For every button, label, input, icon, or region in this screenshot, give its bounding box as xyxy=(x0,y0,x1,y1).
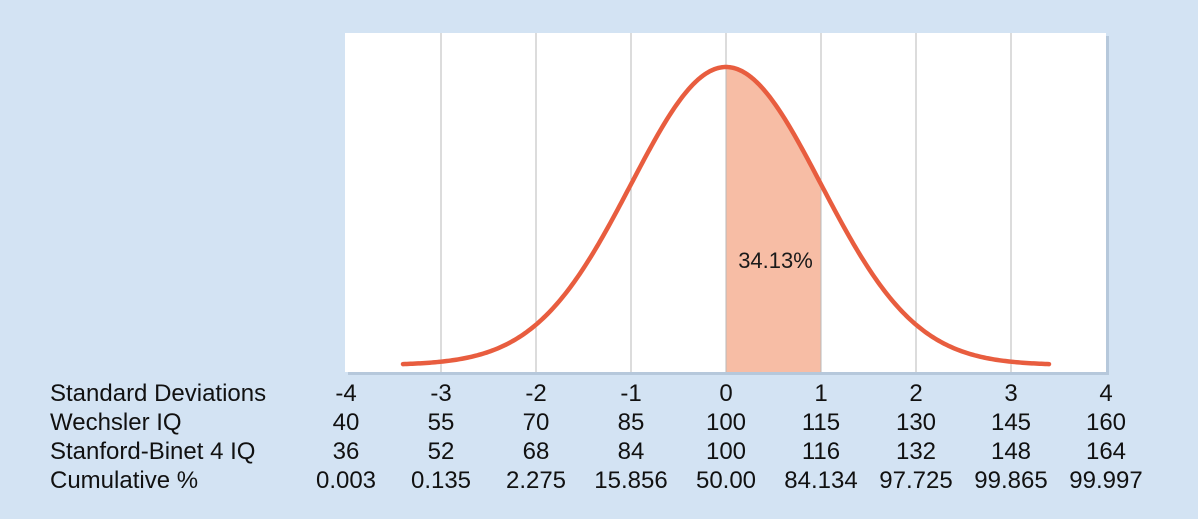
wechsler-iq-value: 160 xyxy=(1085,409,1127,436)
cumulative-percent-value: 97.725 xyxy=(879,467,953,494)
row-label-stanford-binet-iq: Stanford-Binet 4 IQ xyxy=(50,438,256,465)
sd-value: 4 xyxy=(1099,380,1113,407)
stanford-binet-iq-value: 132 xyxy=(895,438,937,465)
stanford-binet-iq-value: 100 xyxy=(705,438,747,465)
cumulative-percent-value: 99.865 xyxy=(974,467,1048,494)
cumulative-percent-value: 0.135 xyxy=(410,467,472,494)
cumulative-percent-value: 99.997 xyxy=(1069,467,1143,494)
row-label-standard-deviations: Standard Deviations xyxy=(50,380,267,407)
wechsler-iq-value: 145 xyxy=(990,409,1032,436)
stanford-binet-iq-value: 116 xyxy=(801,438,841,465)
stanford-binet-iq-value: 52 xyxy=(427,438,455,465)
normal-curve xyxy=(400,64,1052,367)
wechsler-iq-value: 55 xyxy=(427,409,455,436)
wechsler-iq-value: 100 xyxy=(705,409,747,436)
wechsler-iq-value: 130 xyxy=(895,409,937,436)
stanford-binet-iq-value: 164 xyxy=(1085,438,1127,465)
cumulative-percent-value: 50.00 xyxy=(695,467,757,494)
sd-value: -1 xyxy=(620,380,642,407)
wechsler-iq-value: 85 xyxy=(617,409,645,436)
stanford-binet-iq-value: 68 xyxy=(522,438,550,465)
cumulative-percent-value: 0.003 xyxy=(315,467,377,494)
sd-value: -3 xyxy=(430,380,452,407)
row-label-cumulative-percent: Cumulative % xyxy=(50,467,199,494)
sd-value: 1 xyxy=(814,380,828,407)
cumulative-percent-value: 84.134 xyxy=(784,467,858,494)
wechsler-iq-value: 40 xyxy=(332,409,360,436)
shaded-percent-label: 34.13% xyxy=(738,248,813,273)
sd-value: 3 xyxy=(1004,380,1018,407)
sd-value: -4 xyxy=(335,380,357,407)
row-label-wechsler-iq: Wechsler IQ xyxy=(50,409,182,436)
sd-value: -2 xyxy=(525,380,547,407)
stanford-binet-iq-value: 36 xyxy=(332,438,360,465)
sd-value: 0 xyxy=(719,380,733,407)
scale-table: Standard Deviations Wechsler IQ Stanford… xyxy=(0,380,1198,519)
wechsler-iq-value: 70 xyxy=(522,409,550,436)
stanford-binet-iq-value: 148 xyxy=(990,438,1032,465)
sd-value: 2 xyxy=(909,380,923,407)
normal-distribution-chart: 34.13% xyxy=(345,33,1109,375)
cumulative-percent-value: 15.856 xyxy=(594,467,668,494)
wechsler-iq-value: 115 xyxy=(801,409,841,436)
cumulative-percent-value: 2.275 xyxy=(505,467,567,494)
stanford-binet-iq-value: 84 xyxy=(617,438,645,465)
